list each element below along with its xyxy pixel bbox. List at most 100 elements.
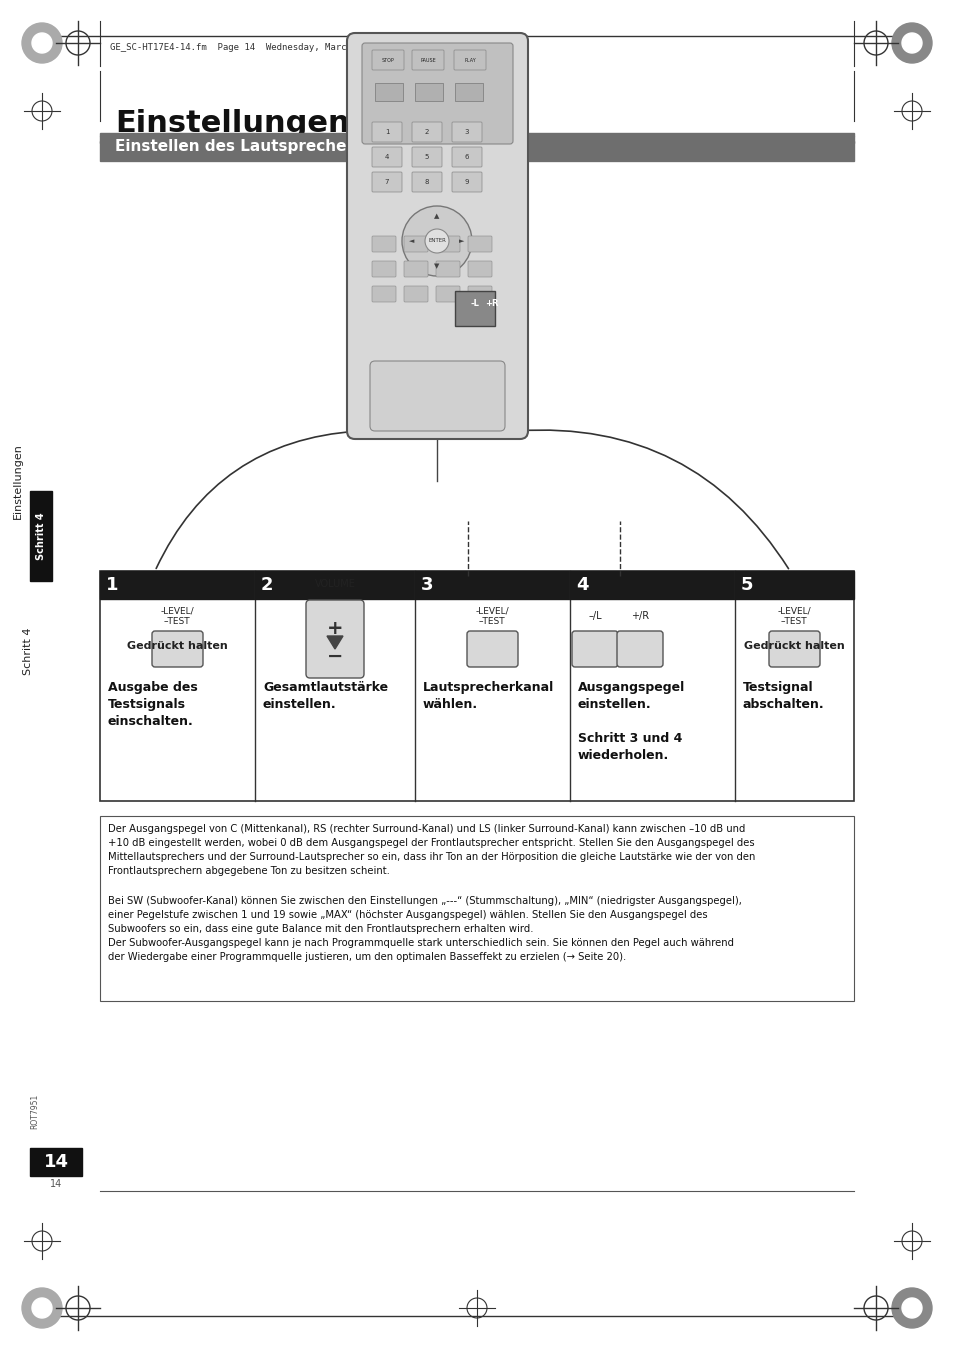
FancyBboxPatch shape	[452, 122, 481, 142]
FancyBboxPatch shape	[436, 286, 459, 303]
FancyBboxPatch shape	[768, 631, 820, 667]
FancyBboxPatch shape	[412, 172, 441, 192]
Text: +/R: +/R	[630, 611, 648, 621]
Text: 5: 5	[424, 154, 429, 159]
Circle shape	[891, 1288, 931, 1328]
FancyBboxPatch shape	[452, 172, 481, 192]
Bar	[100, 571, 853, 801]
Text: Der Ausgangspegel von C (Mittenkanal), RS (rechter Surround-Kanal) und LS (linke: Der Ausgangspegel von C (Mittenkanal), R…	[108, 824, 755, 875]
Text: 3: 3	[420, 576, 433, 594]
Text: -LEVEL/
–TEST: -LEVEL/ –TEST	[777, 607, 810, 626]
Text: -L: -L	[470, 300, 479, 308]
Bar	[455, 82, 482, 101]
Text: 14: 14	[50, 1179, 62, 1189]
Text: Einstellen des Lautsprecher-Ausgangspegels: Einstellen des Lautsprecher-Ausgangspege…	[115, 139, 499, 154]
Bar	[100, 571, 254, 598]
Circle shape	[32, 32, 52, 53]
Bar	[100, 132, 853, 161]
Circle shape	[901, 1298, 921, 1319]
FancyBboxPatch shape	[403, 286, 428, 303]
FancyBboxPatch shape	[436, 236, 459, 253]
Circle shape	[401, 205, 472, 276]
Text: Einstellungen: Einstellungen	[13, 443, 23, 519]
FancyBboxPatch shape	[468, 261, 492, 277]
Bar	[734, 571, 853, 598]
Text: Ausgabe des
Testsignals
einschalten.: Ausgabe des Testsignals einschalten.	[108, 681, 197, 728]
Text: GE_SC-HT17E4-14.fm  Page 14  Wednesday, March 9, 2005  6:29 PM: GE_SC-HT17E4-14.fm Page 14 Wednesday, Ma…	[110, 43, 443, 53]
Text: Bei SW (Subwoofer-Kanal) können Sie zwischen den Einstellungen „---“ (Stummschal: Bei SW (Subwoofer-Kanal) können Sie zwis…	[108, 896, 741, 962]
Text: −: −	[327, 647, 343, 666]
Text: Ausgangspegel
einstellen.

Schritt 3 und 4
wiederholen.: Ausgangspegel einstellen. Schritt 3 und …	[578, 681, 684, 762]
Text: 7: 7	[384, 178, 389, 185]
Text: 6: 6	[464, 154, 469, 159]
FancyBboxPatch shape	[436, 261, 459, 277]
Circle shape	[22, 1288, 62, 1328]
Text: 9: 9	[464, 178, 469, 185]
Bar	[100, 816, 853, 1001]
Text: Einstellungen: Einstellungen	[115, 108, 349, 138]
Polygon shape	[327, 636, 343, 648]
FancyBboxPatch shape	[412, 122, 441, 142]
Text: Schritt 4: Schritt 4	[36, 512, 46, 559]
FancyBboxPatch shape	[372, 286, 395, 303]
Bar	[254, 571, 415, 598]
Circle shape	[901, 32, 921, 53]
Text: ROT7951: ROT7951	[30, 1093, 39, 1128]
Text: PAUSE: PAUSE	[419, 58, 436, 62]
FancyBboxPatch shape	[347, 32, 527, 439]
Text: -LEVEL/
–TEST: -LEVEL/ –TEST	[475, 607, 508, 626]
Text: PLAY: PLAY	[464, 58, 476, 62]
Text: 4: 4	[384, 154, 389, 159]
FancyBboxPatch shape	[468, 236, 492, 253]
Text: ►: ►	[458, 238, 464, 245]
FancyBboxPatch shape	[372, 236, 395, 253]
Text: ▲: ▲	[434, 213, 439, 219]
FancyBboxPatch shape	[306, 600, 364, 678]
Text: 1: 1	[384, 128, 389, 135]
Text: VOLUME: VOLUME	[314, 580, 355, 589]
FancyBboxPatch shape	[572, 631, 618, 667]
Bar	[415, 571, 569, 598]
FancyBboxPatch shape	[372, 147, 401, 168]
Text: Gedrückt halten: Gedrückt halten	[127, 640, 227, 651]
Bar	[455, 290, 495, 326]
Text: Testsignal
abschalten.: Testsignal abschalten.	[742, 681, 823, 711]
Text: 4: 4	[576, 576, 588, 594]
Text: +R: +R	[485, 300, 498, 308]
Text: 2: 2	[260, 576, 273, 594]
FancyBboxPatch shape	[372, 261, 395, 277]
FancyBboxPatch shape	[412, 50, 443, 70]
Circle shape	[891, 23, 931, 63]
Bar	[415, 82, 442, 101]
Circle shape	[424, 230, 449, 253]
FancyBboxPatch shape	[468, 286, 492, 303]
Text: Schritt 4: Schritt 4	[23, 627, 33, 674]
Bar	[100, 141, 853, 143]
Bar	[30, 1148, 82, 1175]
Text: +: +	[327, 619, 343, 638]
Text: ENTER: ENTER	[428, 239, 445, 243]
Text: 1: 1	[106, 576, 118, 594]
Bar	[569, 571, 734, 598]
Text: –/L: –/L	[588, 611, 601, 621]
Text: ▼: ▼	[434, 263, 439, 269]
Circle shape	[32, 1298, 52, 1319]
FancyBboxPatch shape	[403, 261, 428, 277]
FancyBboxPatch shape	[152, 631, 203, 667]
FancyBboxPatch shape	[467, 631, 517, 667]
Text: 5: 5	[740, 576, 753, 594]
Text: Gesamtlautstärke
einstellen.: Gesamtlautstärke einstellen.	[263, 681, 388, 711]
Bar	[375, 82, 402, 101]
FancyBboxPatch shape	[361, 43, 513, 145]
FancyBboxPatch shape	[452, 147, 481, 168]
FancyBboxPatch shape	[412, 147, 441, 168]
Bar	[100, 163, 853, 166]
Text: 2: 2	[424, 128, 429, 135]
FancyBboxPatch shape	[370, 361, 504, 431]
Text: 14: 14	[44, 1152, 69, 1171]
Text: Lautsprecherkanal
wählen.: Lautsprecherkanal wählen.	[422, 681, 554, 711]
FancyBboxPatch shape	[617, 631, 662, 667]
FancyBboxPatch shape	[372, 172, 401, 192]
FancyBboxPatch shape	[372, 50, 403, 70]
Text: 8: 8	[424, 178, 429, 185]
